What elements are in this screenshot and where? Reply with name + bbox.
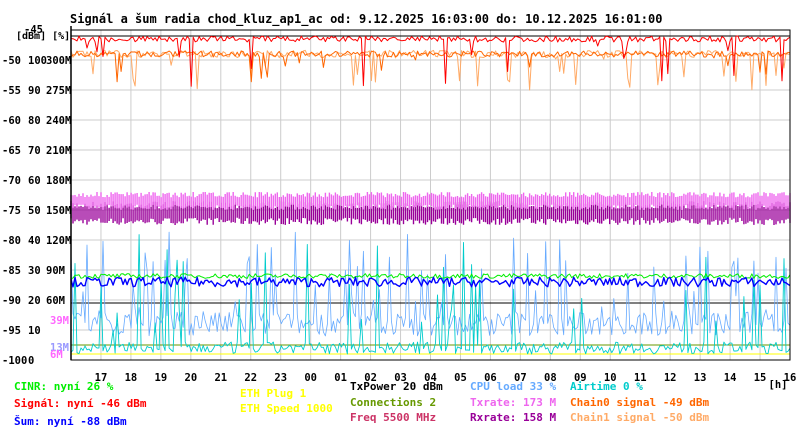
x-tick-label: 10 (604, 372, 617, 384)
x-tick-label: 03 (394, 372, 407, 384)
y-tick-dbm: -50 (2, 55, 21, 67)
x-tick-label: 01 (334, 372, 347, 384)
x-axis-unit: [h] (769, 379, 788, 391)
legend-airtime: Airtime 0 % (570, 380, 643, 393)
y-tick-rate-low: 6M (50, 349, 63, 361)
chart-title: Signál a šum radia chod_kluz_ap1_ac od: … (70, 12, 663, 26)
y-tick-rate: 90M (46, 265, 65, 277)
x-tick-label: 00 (304, 372, 317, 384)
x-tick-label: 04 (424, 372, 437, 384)
x-tick-label: 12 (664, 372, 677, 384)
y-tick-rate: 180M (46, 175, 71, 187)
y-tick-rate: 120M (46, 235, 71, 247)
x-tick-label: 19 (155, 372, 168, 384)
y-tick-dbm: -60 (2, 115, 21, 127)
y-tick-dbm: -95 (2, 325, 21, 337)
y-tick-dbm: -70 (2, 175, 21, 187)
x-tick-label: 20 (185, 372, 198, 384)
legend-cinr: CINR: nyní 26 % (14, 380, 114, 393)
legend-freq: Freq 5500 MHz (350, 411, 437, 424)
x-tick-label: 17 (95, 372, 108, 384)
legend-chain1: Chain1 signal -50 dBm (570, 411, 710, 424)
x-tick-label: 06 (484, 372, 497, 384)
y-tick-dbm: -90 (2, 295, 21, 307)
cpu-load-series (70, 231, 791, 337)
y-tick-rate-low: 39M (50, 315, 69, 327)
x-tick-label: 15 (754, 372, 767, 384)
x-tick-label: 21 (214, 372, 227, 384)
legend-signal: Signál: nyní -46 dBm (14, 397, 147, 410)
legend-rxrate: Rxrate: 158 M (470, 411, 557, 424)
y-tick-dbm: -55 (2, 85, 21, 97)
legend-cpu-load: CPU load 33 % (470, 380, 557, 393)
x-tick-label: 16 (784, 372, 797, 384)
y-tick-rate: 210M (46, 145, 71, 157)
x-tick-label: 11 (634, 372, 647, 384)
y-tick-percent: 90 (28, 85, 41, 97)
y-tick-dbm: -85 (2, 265, 21, 277)
y-tick-rate: 150M (46, 205, 71, 217)
y-tick-percent: 0 (28, 355, 34, 367)
legend-txrate: Txrate: 173 M (470, 396, 557, 409)
y-tick-percent: 30 (28, 265, 41, 277)
x-tick-label: 22 (244, 372, 257, 384)
y-tick-percent: 50 (28, 205, 41, 217)
legend-eth-plug: ETH Plug 1 (240, 387, 307, 400)
chain0-series (70, 50, 791, 83)
y-tick-dbm-top: -45 (24, 24, 43, 36)
y-tick-rate-low: 13M (50, 342, 69, 354)
y-tick-percent: 20 (28, 295, 41, 307)
x-tick-label: 13 (694, 372, 707, 384)
units-header: [dBm] [%] (16, 31, 71, 42)
airtime-series (70, 234, 791, 355)
x-tick-label: 05 (454, 372, 467, 384)
y-tick-percent: 80 (28, 115, 41, 127)
signal-series (70, 35, 791, 87)
noise-series (70, 276, 791, 288)
y-tick-percent: 60 (28, 175, 41, 187)
y-tick-rate: 300M (46, 55, 71, 67)
x-tick-label: 18 (125, 372, 138, 384)
legend-chain0: Chain0 signal -49 dBm (570, 396, 710, 409)
x-tick-label: 23 (274, 372, 287, 384)
y-tick-rate: 240M (46, 115, 71, 127)
y-tick-percent: 40 (28, 235, 41, 247)
y-tick-dbm: -65 (2, 145, 21, 157)
y-tick-dbm: -75 (2, 205, 21, 217)
y-tick-rate: 275M (46, 85, 71, 97)
x-tick-label: 08 (544, 372, 557, 384)
x-tick-label: 09 (574, 372, 587, 384)
legend-eth-speed: ETH Speed 1000 (240, 402, 333, 415)
y-tick-dbm: -80 (2, 235, 21, 247)
y-tick-percent: 100 (28, 55, 47, 67)
y-tick-rate: 60M (46, 295, 65, 307)
x-tick-label: 02 (364, 372, 377, 384)
legend-connections: Connections 2 (350, 396, 437, 409)
y-tick-percent: 10 (28, 325, 41, 337)
legend-txpower: TxPower 20 dBm (350, 380, 443, 393)
y-tick-percent: 70 (28, 145, 41, 157)
x-tick-label: 14 (724, 372, 737, 384)
x-tick-label: 07 (514, 372, 527, 384)
legend-noise: Šum: nyní -88 dBm (14, 415, 127, 428)
y-tick-dbm: -100 (2, 355, 27, 367)
